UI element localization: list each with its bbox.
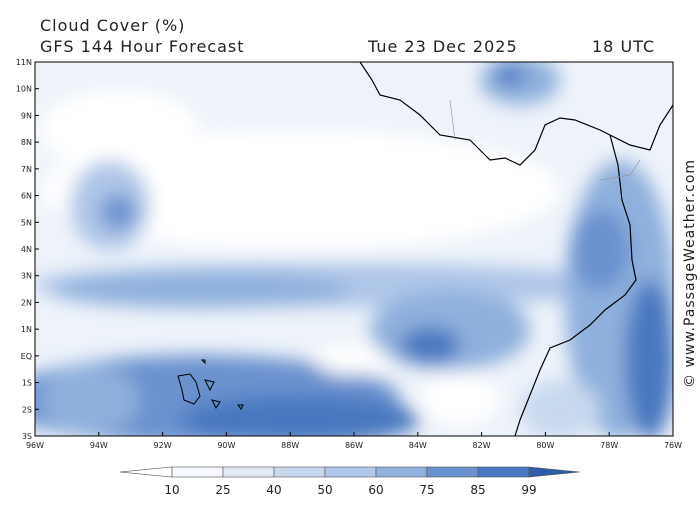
title: Cloud Cover (%) xyxy=(40,16,185,35)
subtitle: GFS 144 Hour Forecast xyxy=(40,37,245,56)
colorbar-label: 50 xyxy=(317,483,332,497)
lat-label: 5N xyxy=(21,218,32,227)
colorbar-label: 85 xyxy=(470,483,485,497)
lon-label: 82W xyxy=(473,441,491,450)
colorbar-label: 40 xyxy=(266,483,281,497)
cloud-field xyxy=(35,62,673,436)
colorbar-bin xyxy=(324,466,377,478)
lat-label: 7N xyxy=(21,165,32,174)
colorbar-end xyxy=(528,466,581,478)
colorbar-label: 75 xyxy=(419,483,434,497)
colorbar: 10 25 40 50 60 75 85 99 xyxy=(119,466,581,497)
lon-label: 96W xyxy=(26,441,44,450)
lon-label: 92W xyxy=(154,441,172,450)
lat-label: 6N xyxy=(21,192,32,201)
date: Tue 23 Dec 2025 xyxy=(367,37,518,56)
colorbar-bin xyxy=(171,466,224,478)
colorbar-label: 99 xyxy=(521,483,536,497)
lat-label: 2N xyxy=(21,298,32,307)
coastline xyxy=(514,134,637,436)
colorbar-label: 25 xyxy=(215,483,230,497)
lat-label: EQ xyxy=(21,352,32,361)
galapagos xyxy=(177,359,244,410)
colorbar-bin xyxy=(426,466,479,478)
colorbar-bin xyxy=(273,466,326,478)
lat-label: 8N xyxy=(21,138,32,147)
colorbar-bin xyxy=(222,466,275,478)
lat-label: 1S xyxy=(22,379,32,388)
lat-label: 3N xyxy=(21,272,32,281)
lon-label: 88W xyxy=(281,441,299,450)
colorbar-label: 10 xyxy=(164,483,179,497)
lon-label: 86W xyxy=(345,441,363,450)
colorbar-bin xyxy=(375,466,428,478)
border xyxy=(449,99,641,181)
lat-label: 1N xyxy=(21,325,32,334)
lon-label: 84W xyxy=(409,441,427,450)
credit: © www.PassageWeather.com xyxy=(682,159,698,388)
lat-label: 3S xyxy=(22,432,32,441)
lon-label: 94W xyxy=(90,441,108,450)
lat-label: 11N xyxy=(16,58,32,67)
lon-label: 80W xyxy=(536,441,554,450)
colorbar-bin xyxy=(477,466,530,478)
lat-label: 10N xyxy=(16,85,32,94)
colorbar-end xyxy=(119,466,173,478)
lat-label: 4N xyxy=(21,245,32,254)
coastline xyxy=(359,62,673,166)
lat-label: 2S xyxy=(22,405,32,414)
lon-label: 90W xyxy=(217,441,235,450)
colorbar-label: 60 xyxy=(368,483,383,497)
lon-label: 76W xyxy=(664,441,682,450)
time: 18 UTC xyxy=(592,37,655,56)
lat-label: 9N xyxy=(21,111,32,120)
lon-label: 78W xyxy=(600,441,618,450)
